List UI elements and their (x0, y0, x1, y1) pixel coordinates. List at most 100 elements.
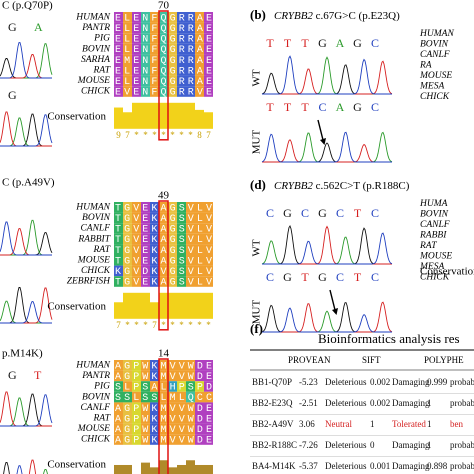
table-cell: probably (450, 398, 474, 408)
residue-cell (195, 212, 204, 224)
table-cell: -2.51 (299, 398, 318, 408)
conservation-bar (114, 302, 123, 319)
species-name: SARHA (81, 55, 110, 65)
residue-cell (204, 86, 213, 97)
residue-cell (123, 381, 132, 392)
residue-cell (150, 370, 159, 382)
residue-cell (195, 86, 204, 97)
trace (262, 60, 393, 95)
residue-cell (132, 212, 141, 224)
residue-cell (114, 212, 123, 224)
panel-title: CRYBB2 c.562C>T (p.R188C) (274, 180, 410, 192)
residue-cell (204, 360, 213, 371)
residue-cell (150, 86, 159, 97)
conservation-score: * (134, 320, 139, 330)
residue-cell (186, 402, 195, 413)
species-name: BOVIN (82, 44, 111, 54)
sequence: TGVEKAGSVLV (115, 203, 212, 214)
residue-cell (141, 86, 150, 97)
residue-cell (195, 381, 204, 392)
residue-cell (177, 402, 186, 413)
residue-cell (177, 413, 186, 424)
residue-cell (114, 381, 123, 392)
residue-cell (150, 402, 159, 413)
conservation-score: 7 (116, 320, 121, 330)
conservation-bar (159, 102, 168, 129)
conservation-label: Conservation (47, 300, 106, 312)
residue-cell (177, 255, 186, 266)
residue-cell (186, 65, 195, 76)
residue-cell (195, 244, 204, 255)
residue-cell (195, 65, 204, 76)
residue-cell (123, 391, 132, 403)
conservation-score: 7 (206, 130, 211, 140)
species-name: MESA (419, 262, 444, 272)
residue-cell (150, 360, 159, 371)
residue-cell (204, 75, 213, 87)
conservation-score: 9 (116, 130, 121, 140)
table-cell: -7.26 (299, 440, 318, 450)
residue-cell (186, 202, 195, 213)
trace (262, 56, 392, 95)
residue-cell (186, 22, 195, 34)
residue-cell (132, 233, 141, 245)
residue-cell (168, 202, 177, 213)
residue-cell (159, 12, 168, 23)
residue-cell (141, 33, 150, 44)
conservation-bar (150, 302, 159, 319)
residue-cell (141, 244, 150, 255)
residue-cell (177, 86, 186, 97)
residue-cell (177, 265, 186, 277)
residue-cell (114, 223, 123, 234)
sequence: TGVEKAGSVLV (115, 225, 212, 236)
residue-cell (177, 391, 186, 403)
trace (43, 468, 48, 474)
sequence: TGVEKAGSVLV (115, 246, 212, 257)
residue-cell (204, 202, 213, 213)
trace (262, 131, 393, 163)
highlight-box (158, 358, 169, 474)
residue-cell (204, 423, 213, 435)
residue-cell (195, 434, 204, 445)
residue-cell (204, 276, 213, 287)
conservation-label: Conservation (420, 266, 474, 278)
species-name: RABBIT (77, 234, 110, 244)
sequence: AGPWKMVVWDE (115, 425, 212, 436)
residue-cell (132, 12, 141, 23)
residue-cell (168, 75, 177, 87)
sequence: AGPWKMVVWDE (115, 404, 212, 415)
column-header: POLYPHE (424, 355, 464, 365)
residue-cell (141, 255, 150, 266)
residue-cell (114, 65, 123, 76)
residue-cell (186, 43, 195, 55)
residue-cell (186, 265, 195, 277)
residue-cell (123, 54, 132, 65)
residue-cell (141, 233, 150, 245)
conservation-bar (195, 292, 204, 319)
species-name: RA (419, 61, 432, 71)
residue-cell (195, 360, 204, 371)
species-name: HUMA (419, 199, 448, 209)
table-cell: Deleterious (325, 377, 367, 387)
residue-cell (204, 233, 213, 245)
species-name: RAT (92, 245, 110, 255)
residue-cell (168, 86, 177, 97)
mut-base: G (353, 100, 362, 114)
residue-cell (132, 223, 141, 234)
residue-cell (132, 54, 141, 65)
residue-cell (132, 255, 141, 266)
trace (262, 307, 392, 333)
residue-cell (114, 12, 123, 23)
residue-cell (159, 381, 168, 392)
residue-cell (141, 265, 150, 277)
residue-cell (159, 75, 168, 87)
residue-cell (114, 75, 123, 87)
residue-cell (186, 12, 195, 23)
residue-cell (177, 370, 186, 382)
trace (262, 232, 393, 265)
sequence: TGVEKAGSVLV (115, 235, 212, 246)
table-cell: Deleterious (325, 440, 367, 450)
column-header: PROVEAN (288, 355, 331, 365)
mut-base: C (318, 100, 326, 114)
residue-cell (150, 12, 159, 23)
